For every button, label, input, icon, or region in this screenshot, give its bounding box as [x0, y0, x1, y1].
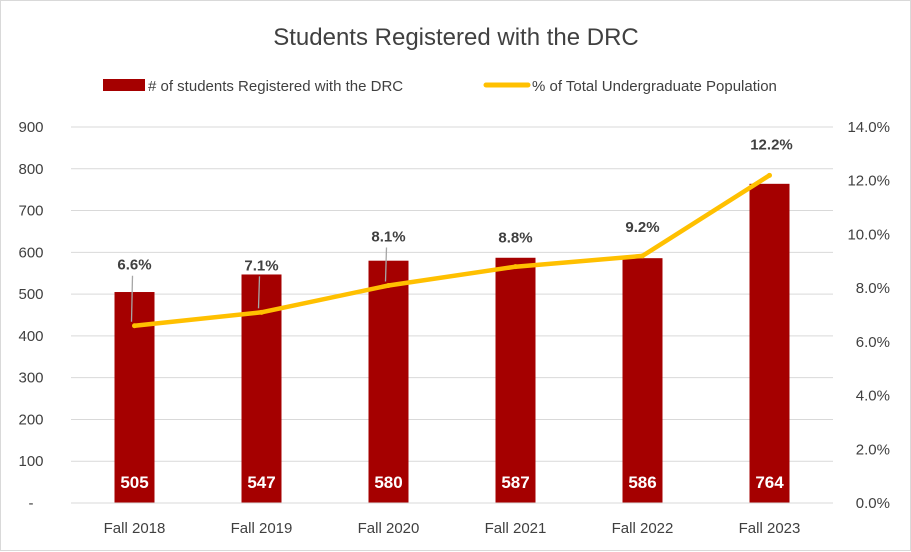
bar — [495, 257, 536, 503]
line-point — [513, 264, 518, 270]
left-axis-tick-label: 400 — [18, 328, 43, 345]
bar-series — [114, 183, 790, 503]
bar — [368, 260, 409, 503]
right-axis-tick-label: 0.0% — [856, 495, 890, 512]
left-axis-tick-label: 500 — [18, 286, 43, 303]
bar-data-labels: 505 547 580 587 586 764 — [120, 473, 784, 492]
leader-line — [130, 275, 134, 322]
line-data-labels: 6.6% 7.1% 8.1% 8.8% 9.2% 12.2% — [117, 136, 792, 274]
line-point — [259, 309, 264, 315]
left-axis-tick-label: 600 — [18, 244, 43, 261]
right-axis-tick-label: 12.0% — [847, 173, 890, 190]
bar — [749, 183, 790, 503]
right-axis-tick-label: 10.0% — [847, 226, 890, 243]
left-axis-tick-label: 200 — [18, 411, 43, 428]
right-axis-tick-label: 14.0% — [847, 119, 890, 136]
legend-label-line: % of Total Undergraduate Population — [532, 78, 777, 95]
bar-value-label: 547 — [247, 473, 275, 492]
chart-title: Students Registered with the DRC — [273, 24, 639, 51]
right-axis-tick-label: 8.0% — [856, 280, 890, 297]
x-axis-tick-label: Fall 2021 — [485, 520, 547, 537]
line-point — [132, 323, 137, 329]
line-point — [767, 172, 772, 178]
leader-lines — [130, 247, 388, 322]
leader-line — [257, 276, 261, 309]
bar-value-label: 586 — [628, 473, 656, 492]
right-axis-tick-label: 4.0% — [856, 388, 890, 405]
line-series — [132, 172, 772, 329]
bar-value-label: 580 — [374, 473, 402, 492]
legend-label-bar: # of students Registered with the DRC — [148, 78, 403, 95]
bar-value-label: 764 — [755, 473, 784, 492]
x-axis-tick-label: Fall 2019 — [231, 520, 293, 537]
left-axis: - 100 200 300 400 500 600 700 800 900 — [18, 119, 43, 512]
right-axis-tick-label: 2.0% — [856, 441, 890, 458]
line-value-label: 7.1% — [244, 257, 278, 274]
right-axis: 0.0% 2.0% 4.0% 6.0% 8.0% 10.0% 12.0% 14.0% — [847, 119, 890, 512]
left-axis-tick-label: 300 — [18, 370, 43, 387]
x-axis: Fall 2018 Fall 2019 Fall 2020 Fall 2021 Fall… — [71, 502, 833, 537]
bar-value-label: 587 — [501, 473, 529, 492]
x-axis-tick-label: Fall 2023 — [739, 520, 801, 537]
bar — [622, 258, 663, 503]
leader-line — [384, 247, 388, 282]
line-value-label: 9.2% — [625, 219, 659, 236]
percent-line — [132, 173, 772, 328]
left-axis-tick-label: 900 — [18, 119, 43, 136]
line-value-label: 8.1% — [371, 228, 405, 245]
line-value-label: 12.2% — [750, 136, 793, 153]
x-axis-tick-label: Fall 2020 — [358, 520, 420, 537]
line-value-label: 8.8% — [498, 230, 532, 247]
x-axis-tick-label: Fall 2022 — [612, 520, 674, 537]
line-value-label: 6.6% — [117, 257, 151, 274]
bar-value-label: 505 — [120, 473, 148, 492]
left-axis-tick-label: 100 — [18, 453, 43, 470]
line-point — [640, 253, 645, 259]
left-axis-tick-label: - — [29, 495, 34, 512]
right-axis-tick-label: 6.0% — [856, 334, 890, 351]
gridlines — [71, 126, 833, 462]
legend-swatch-bar — [103, 79, 145, 91]
left-axis-tick-label: 700 — [18, 203, 43, 220]
x-axis-tick-label: Fall 2018 — [104, 520, 166, 537]
line-point — [386, 282, 391, 288]
left-axis-tick-label: 800 — [18, 161, 43, 178]
legend: # of students Registered with the DRC % … — [103, 78, 777, 95]
